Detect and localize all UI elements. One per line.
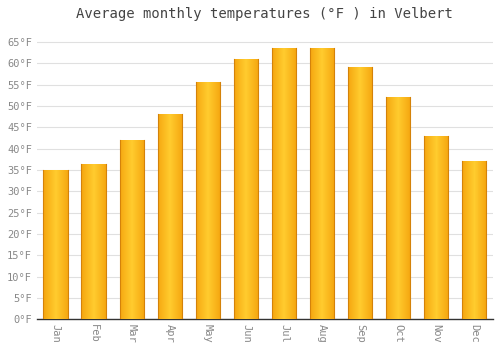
Title: Average monthly temperatures (°F ) in Velbert: Average monthly temperatures (°F ) in Ve…: [76, 7, 454, 21]
